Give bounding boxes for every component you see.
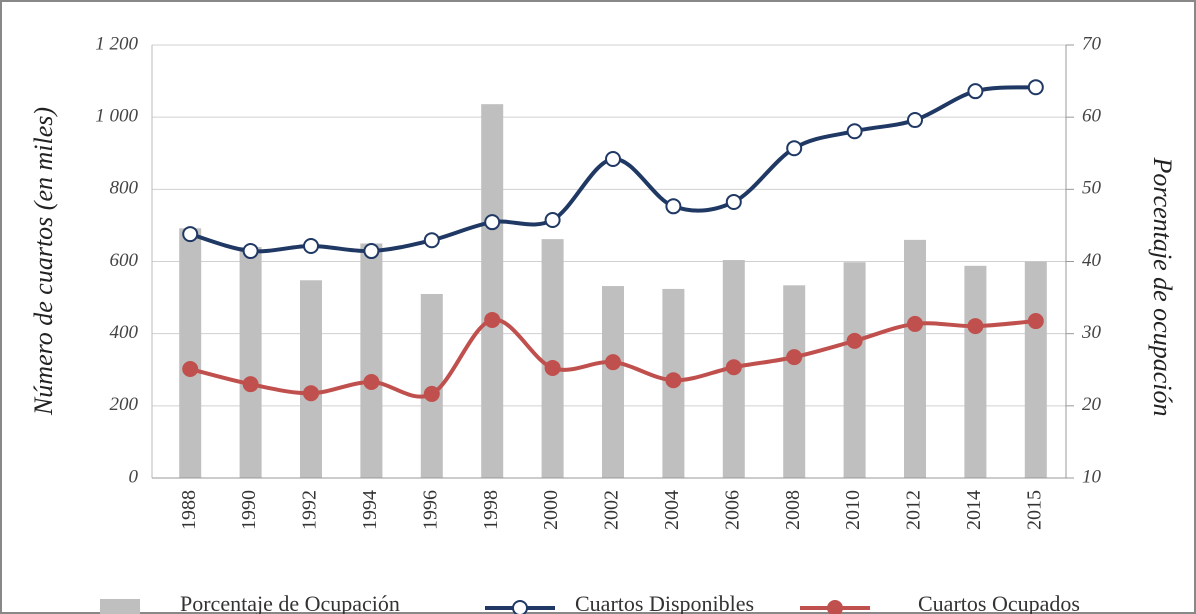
legend-marker bbox=[827, 600, 843, 614]
x-tick-label: 1990 bbox=[238, 490, 260, 530]
y-axis-title: Número de cuartos (en miles) bbox=[29, 107, 58, 416]
marker bbox=[544, 212, 561, 229]
marker bbox=[605, 354, 621, 371]
marker bbox=[846, 332, 863, 349]
bar bbox=[541, 239, 564, 478]
marker bbox=[182, 361, 199, 378]
marker bbox=[423, 232, 440, 249]
marker bbox=[786, 140, 803, 157]
y-tick-label: 600 bbox=[110, 250, 139, 271]
bar bbox=[1024, 261, 1047, 478]
x-tick-label: 1996 bbox=[419, 490, 441, 530]
marker bbox=[786, 349, 803, 366]
x-tick-label: 2004 bbox=[661, 490, 683, 530]
line bbox=[189, 317, 1036, 399]
x-tick-label: 2006 bbox=[721, 490, 743, 530]
line bbox=[189, 85, 1036, 254]
marker bbox=[423, 385, 440, 402]
x-tick-label: 2010 bbox=[842, 490, 864, 530]
y2-tick-label: 20 bbox=[1082, 394, 1102, 415]
legend-label: Cuartos Disponibles bbox=[575, 591, 754, 614]
marker bbox=[363, 374, 380, 391]
marker bbox=[907, 112, 923, 129]
bar bbox=[964, 265, 987, 478]
y2-tick-label: 50 bbox=[1082, 178, 1102, 199]
bar bbox=[904, 239, 926, 478]
y-tick-label: 400 bbox=[110, 322, 139, 343]
x-tick-label: 2015 bbox=[1023, 490, 1045, 530]
y-tick-label: 1 200 bbox=[95, 33, 138, 54]
y-tick-label: 1 000 bbox=[95, 106, 138, 127]
bar bbox=[179, 228, 202, 478]
legend-label: Cuartos Ocupados bbox=[918, 591, 1080, 614]
marker bbox=[484, 214, 501, 231]
bar bbox=[602, 286, 624, 478]
marker bbox=[725, 359, 742, 376]
x-tick-label: 1992 bbox=[299, 490, 321, 530]
y-tick-label: 0 bbox=[129, 466, 139, 487]
marker bbox=[967, 318, 984, 335]
bar bbox=[239, 247, 262, 478]
marker bbox=[363, 243, 380, 260]
legend-label: Porcentaje de Ocupación bbox=[180, 591, 400, 614]
marker bbox=[484, 311, 501, 328]
y2-tick-label: 30 bbox=[1081, 322, 1102, 343]
marker bbox=[242, 376, 259, 393]
bar bbox=[360, 243, 383, 478]
x-tick-label: 2008 bbox=[782, 490, 804, 530]
y2-axis-title: Porcentaje de ocupación bbox=[1148, 157, 1177, 417]
x-tick-label: 1988 bbox=[178, 490, 200, 530]
x-tick-label: 1998 bbox=[480, 490, 502, 530]
marker bbox=[665, 198, 682, 215]
marker bbox=[303, 385, 319, 402]
x-tick-label: 2000 bbox=[540, 490, 562, 530]
y2-tick-label: 10 bbox=[1082, 466, 1102, 487]
marker bbox=[907, 315, 923, 332]
marker bbox=[665, 372, 682, 389]
bar bbox=[783, 285, 806, 478]
x-tick-label: 2012 bbox=[903, 490, 925, 530]
x-tick-label: 2002 bbox=[601, 490, 623, 530]
marker bbox=[1027, 79, 1044, 96]
y2-tick-label: 40 bbox=[1082, 250, 1102, 271]
y-tick-label: 800 bbox=[110, 178, 139, 199]
marker bbox=[605, 151, 621, 168]
x-tick-label: 1994 bbox=[359, 490, 381, 530]
marker bbox=[303, 237, 319, 254]
legend-swatch bbox=[100, 599, 140, 614]
y2-tick-label: 60 bbox=[1082, 106, 1102, 127]
legend-marker bbox=[512, 600, 528, 614]
marker bbox=[846, 123, 863, 140]
marker bbox=[725, 193, 742, 210]
marker bbox=[1027, 313, 1044, 330]
marker bbox=[182, 226, 199, 243]
marker bbox=[967, 83, 984, 100]
bar bbox=[843, 262, 866, 478]
x-tick-label: 2014 bbox=[963, 490, 985, 530]
bar bbox=[481, 104, 504, 478]
bar bbox=[300, 280, 322, 478]
y-tick-label: 200 bbox=[110, 394, 139, 415]
marker bbox=[544, 359, 561, 376]
marker bbox=[242, 243, 259, 260]
y2-tick-label: 70 bbox=[1082, 33, 1102, 54]
